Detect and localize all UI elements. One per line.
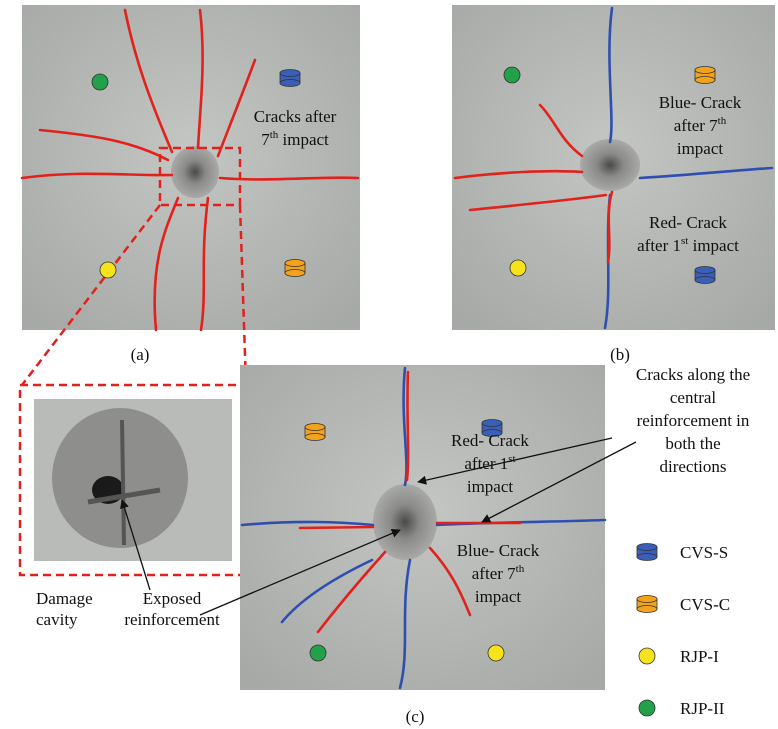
circle-marker (488, 645, 504, 661)
legend-label: CVS-C (680, 595, 730, 614)
text-line: Red- Crack (451, 431, 529, 450)
impact-zone (171, 146, 219, 198)
damage-cavity (52, 408, 188, 548)
circle-marker (92, 74, 108, 90)
panel-label: (b) (610, 345, 630, 364)
text: directions (659, 457, 726, 476)
text-line: both the (665, 434, 720, 453)
text: Red- Crack (451, 431, 529, 450)
text: Blue- Crack (457, 541, 540, 560)
text-line: impact (677, 139, 724, 158)
text-line: impact (467, 477, 514, 496)
cylinder-marker (637, 554, 657, 561)
cylinder-marker (637, 606, 657, 613)
circle-marker (310, 645, 326, 661)
text-line: Damage (36, 589, 93, 608)
text-line: after 1st impact (637, 235, 739, 255)
superscript: th (516, 563, 525, 575)
cylinder-marker (285, 270, 305, 277)
cylinder-marker (280, 70, 300, 77)
text: Red- Crack (649, 213, 727, 232)
text: Cracks after (254, 107, 337, 126)
text: after 7 (472, 564, 516, 583)
panel-label: (a) (131, 345, 150, 364)
cylinder-marker (695, 267, 715, 274)
impact-zone (580, 139, 640, 191)
text: central (670, 388, 717, 407)
legend-label: RJP-I (680, 647, 719, 666)
legend-label: CVS-S (680, 543, 728, 562)
cylinder-marker (695, 77, 715, 84)
circle-marker (504, 67, 520, 83)
text-line: Cracks along the (636, 365, 750, 384)
cylinder-marker (305, 434, 325, 441)
text-line: Exposed (143, 589, 202, 608)
text: after 7 (674, 116, 718, 135)
superscript: st (681, 235, 688, 247)
text-line: impact (475, 587, 522, 606)
text: Cracks along the (636, 365, 750, 384)
circle-marker (510, 260, 526, 276)
cylinder-marker (637, 596, 657, 603)
panel-label: (c) (406, 707, 425, 726)
text-line: Cracks after (254, 107, 337, 126)
cylinder-marker (695, 277, 715, 284)
cylinder-marker (305, 424, 325, 431)
rebar (122, 420, 124, 545)
circle-marker (639, 648, 655, 664)
circle-marker (100, 262, 116, 278)
text: Blue- Crack (659, 93, 742, 112)
impact-zone (373, 484, 437, 560)
text: reinforcement in (637, 411, 750, 430)
legend-label: RJP-II (680, 699, 725, 718)
circle-marker (639, 700, 655, 716)
figure: (a)Cracks after7th impact(b)Blue- Cracka… (0, 0, 778, 729)
text-line: reinforcement in (637, 411, 750, 430)
text: after 1 (464, 454, 508, 473)
text: impact (677, 139, 724, 158)
text-line: Blue- Crack (659, 93, 742, 112)
text-line: directions (659, 457, 726, 476)
text: cavity (36, 610, 78, 629)
text-line: after 1st (464, 453, 515, 473)
superscript: st (508, 453, 515, 465)
text: impact (688, 236, 739, 255)
text-line: central (670, 388, 717, 407)
cylinder-marker (280, 80, 300, 87)
text: impact (475, 587, 522, 606)
text: Exposed (143, 589, 202, 608)
text-line: Blue- Crack (457, 541, 540, 560)
text: both the (665, 434, 720, 453)
cylinder-marker (482, 420, 502, 427)
text-line: Red- Crack (649, 213, 727, 232)
text: Damage (36, 589, 93, 608)
text: reinforcement (124, 610, 220, 629)
text: impact (467, 477, 514, 496)
cylinder-marker (695, 67, 715, 74)
text: impact (278, 130, 329, 149)
text-line: cavity (36, 610, 78, 629)
superscript: th (718, 115, 727, 127)
text-line: reinforcement (124, 610, 220, 629)
cylinder-marker (637, 544, 657, 551)
cylinder-marker (285, 260, 305, 267)
text: after 1 (637, 236, 681, 255)
